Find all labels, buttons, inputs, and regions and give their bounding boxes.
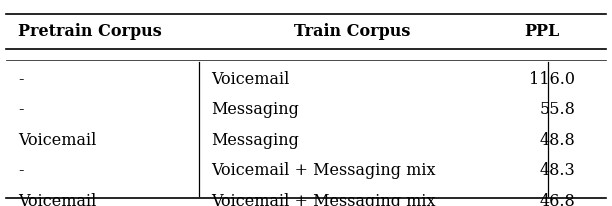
Text: Messaging: Messaging: [211, 101, 299, 118]
Text: -: -: [18, 71, 24, 88]
Text: 48.3: 48.3: [540, 162, 575, 179]
Text: -: -: [18, 101, 24, 118]
Text: 116.0: 116.0: [529, 71, 575, 88]
Text: Voicemail: Voicemail: [18, 132, 97, 149]
Text: Voicemail: Voicemail: [211, 71, 289, 88]
Text: Messaging: Messaging: [211, 132, 299, 149]
Text: 46.8: 46.8: [540, 193, 575, 206]
Text: Train Corpus: Train Corpus: [294, 23, 410, 40]
Text: Pretrain Corpus: Pretrain Corpus: [18, 23, 162, 40]
Text: 55.8: 55.8: [539, 101, 575, 118]
Text: Voicemail + Messaging mix: Voicemail + Messaging mix: [211, 162, 436, 179]
Text: -: -: [18, 162, 24, 179]
Text: Voicemail: Voicemail: [18, 193, 97, 206]
Text: 48.8: 48.8: [540, 132, 575, 149]
Text: Voicemail + Messaging mix: Voicemail + Messaging mix: [211, 193, 436, 206]
Text: PPL: PPL: [524, 23, 560, 40]
